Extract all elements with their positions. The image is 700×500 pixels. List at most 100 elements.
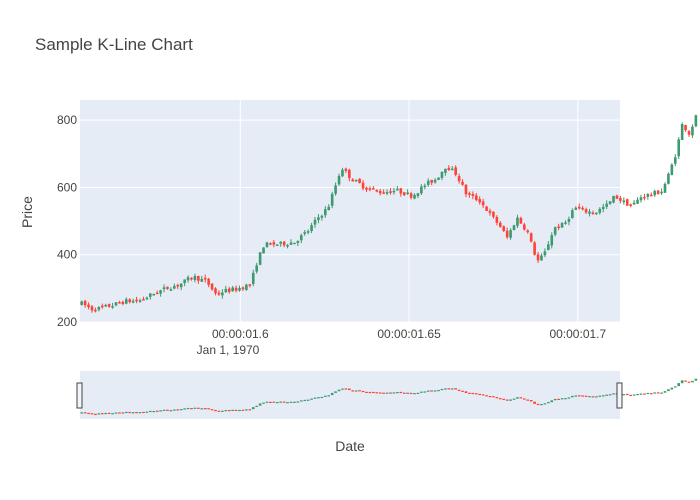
candle-body[interactable] [272,242,276,245]
candle-body[interactable] [327,206,331,211]
candle-body[interactable] [523,224,526,230]
candle-body[interactable] [673,157,677,164]
candle-body[interactable] [649,194,653,197]
candle-body[interactable] [217,292,221,295]
candle-body[interactable] [543,251,547,256]
candle-body[interactable] [591,212,595,215]
candle-body[interactable] [396,188,399,191]
candle-body[interactable] [207,278,210,285]
candle-body[interactable] [547,244,550,251]
candle-body[interactable] [262,247,265,254]
candle-body[interactable] [224,288,228,293]
candle-body[interactable] [114,302,118,306]
candle-body[interactable] [629,204,632,206]
candle-body[interactable] [571,210,574,219]
candle-body[interactable] [550,235,554,246]
candle-body[interactable] [145,297,149,300]
candle-body[interactable] [567,218,571,222]
candle-body[interactable] [90,306,94,311]
candle-body[interactable] [337,175,341,185]
candle-body[interactable] [97,306,101,310]
candle-body[interactable] [389,191,392,193]
candle-body[interactable] [190,277,193,280]
candle-body[interactable] [433,179,437,183]
candle-body[interactable] [361,182,365,189]
candle-body[interactable] [677,139,681,157]
candle-body[interactable] [269,243,272,245]
candle-body[interactable] [444,168,447,173]
candle-body[interactable] [282,241,286,246]
candle-body[interactable] [80,301,83,305]
candle-body[interactable] [372,188,375,190]
candle-body[interactable] [324,209,327,216]
candle-body[interactable] [509,230,512,238]
candle-body[interactable] [313,219,317,225]
candle-body[interactable] [468,193,471,195]
candle-body[interactable] [420,186,423,194]
candle-body[interactable] [402,192,406,196]
candle-body[interactable] [186,277,190,281]
candle-body[interactable] [299,235,303,241]
candle-body[interactable] [248,284,252,286]
candle-body[interactable] [375,190,379,192]
candle-body[interactable] [128,299,132,303]
candle-body[interactable] [87,304,90,308]
candle-body[interactable] [344,168,348,171]
candle-body[interactable] [505,230,509,238]
candle-body[interactable] [221,292,224,296]
candle-body[interactable] [166,286,169,290]
candle-body[interactable] [406,192,409,195]
candle-body[interactable] [310,225,313,231]
candle-body[interactable] [691,126,694,136]
candle-body[interactable] [131,300,135,303]
candle-body[interactable] [574,207,578,210]
candle-body[interactable] [615,195,619,199]
candle-body[interactable] [176,284,180,287]
candle-body[interactable] [289,242,293,245]
candle-body[interactable] [238,288,241,291]
candle-body[interactable] [241,287,245,290]
candle-body[interactable] [430,179,433,183]
candle-body[interactable] [275,244,279,246]
candle-body[interactable] [598,208,602,213]
candle-body[interactable] [529,233,533,242]
candle-body[interactable] [135,299,138,302]
candle-body[interactable] [495,216,499,223]
candle-body[interactable] [553,227,557,235]
candle-body[interactable] [303,232,307,234]
candle-body[interactable] [365,187,368,190]
candle-body[interactable] [502,226,506,232]
candle-body[interactable] [492,211,495,217]
candle-body[interactable] [639,197,643,201]
candle-body[interactable] [526,230,530,233]
candle-body[interactable] [684,124,687,131]
candle-body[interactable] [330,193,334,206]
candle-body[interactable] [478,199,482,203]
candle-body[interactable] [155,292,159,295]
candle-body[interactable] [584,209,588,213]
candle-body[interactable] [457,176,461,182]
candle-body[interactable] [481,201,485,206]
candle-body[interactable] [358,178,361,184]
candle-body[interactable] [605,203,608,207]
candle-body[interactable] [625,199,629,206]
candle-body[interactable] [601,206,605,210]
candle-body[interactable] [258,252,262,265]
candle-body[interactable] [234,287,238,291]
candle-body[interactable] [533,242,536,255]
candle-body[interactable] [100,305,104,308]
candle-body[interactable] [334,185,337,194]
candle-body[interactable] [107,304,111,307]
candle-body[interactable] [540,255,543,261]
candle-body[interactable] [694,115,698,127]
candle-body[interactable] [557,226,560,229]
candle-body[interactable] [200,278,204,282]
range-slider-handle-left[interactable] [76,382,83,409]
candle-body[interactable] [341,169,344,177]
candle-body[interactable] [142,299,145,301]
candle-body[interactable] [423,185,427,188]
candle-body[interactable] [149,293,152,297]
candle-body[interactable] [265,242,269,248]
candle-body[interactable] [124,299,128,304]
candle-body[interactable] [286,244,289,247]
